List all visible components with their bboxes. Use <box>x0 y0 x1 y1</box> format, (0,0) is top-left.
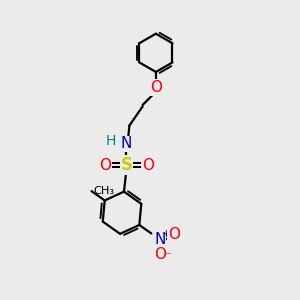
Text: H: H <box>106 134 116 148</box>
Text: N: N <box>154 232 165 247</box>
Text: N: N <box>121 136 132 151</box>
Text: S: S <box>120 156 132 174</box>
Text: +: + <box>162 229 171 238</box>
Text: O: O <box>99 158 111 172</box>
Text: O: O <box>142 158 154 172</box>
Text: O: O <box>168 227 180 242</box>
Text: O: O <box>154 247 166 262</box>
Text: O: O <box>150 80 162 95</box>
Text: CH₃: CH₃ <box>93 185 114 196</box>
Text: ⁻: ⁻ <box>164 250 171 264</box>
